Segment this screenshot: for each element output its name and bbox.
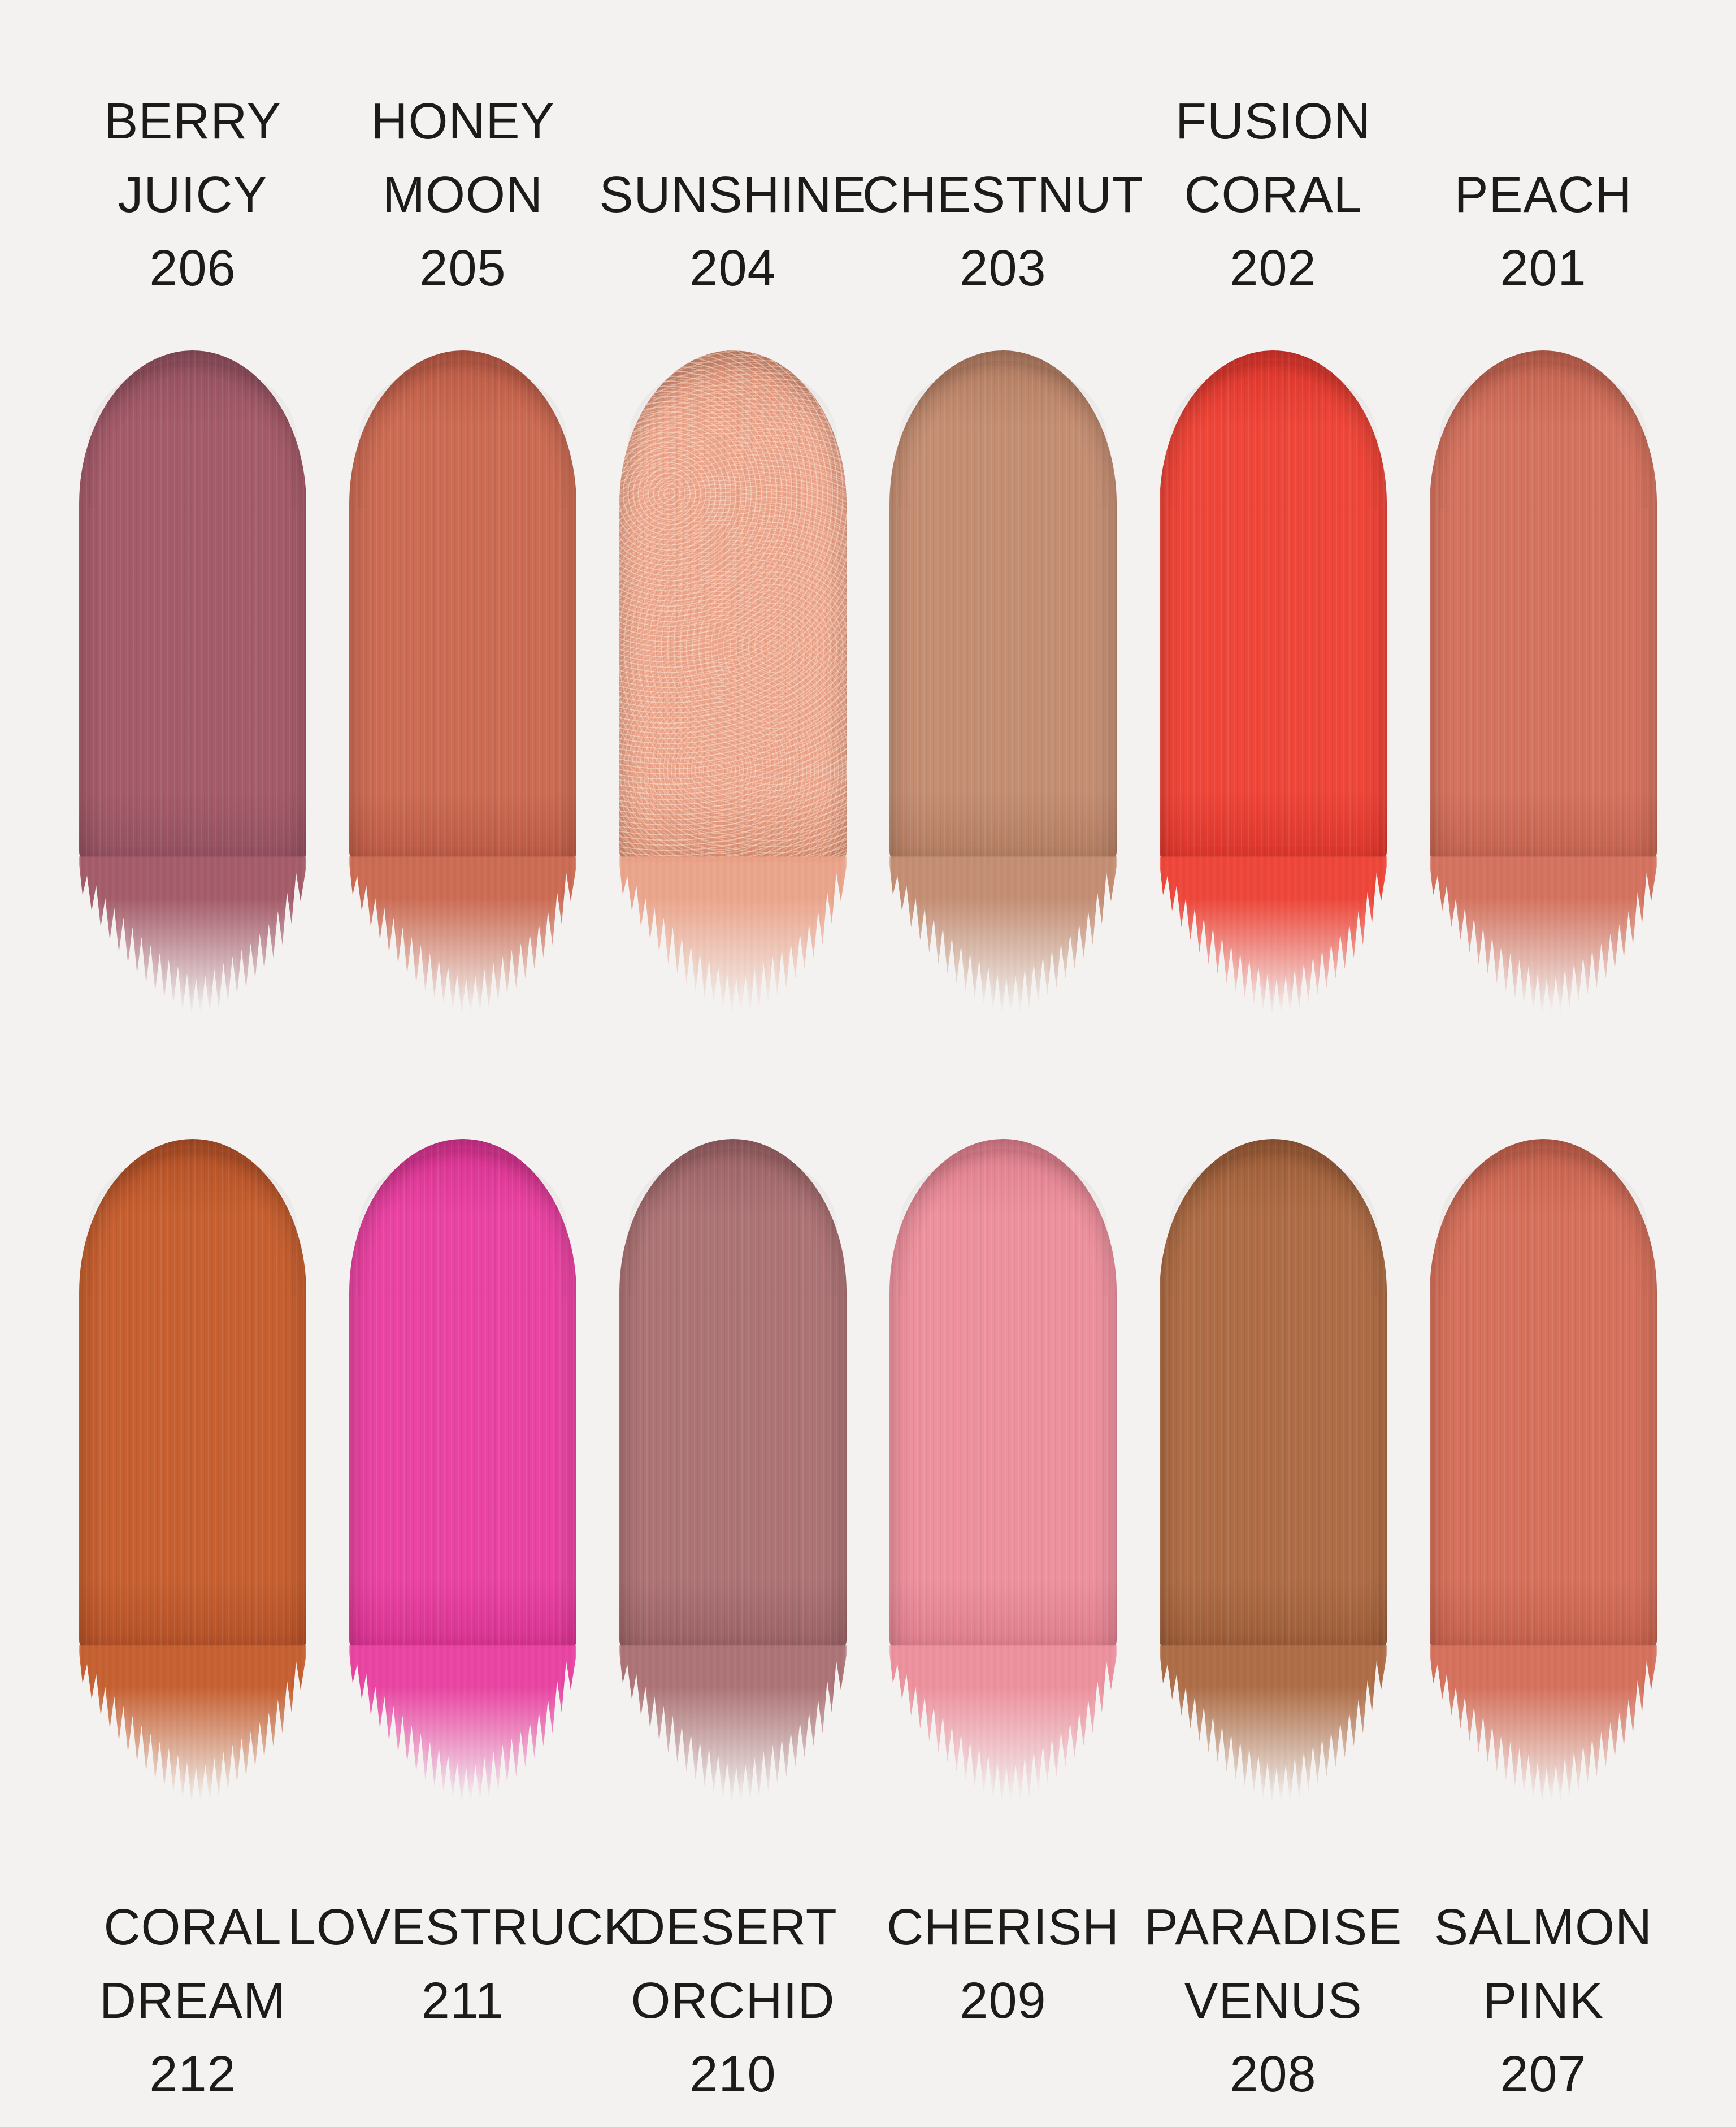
swatch-peach-201: [1430, 350, 1657, 1017]
label-sunshine-204: SUNSHINE 204: [599, 158, 866, 305]
label-coral-dream-212: CORAL DREAM 212: [79, 1891, 306, 2111]
shade-name-line: DREAM: [99, 1973, 287, 2029]
label-paradise-venus-208: PARADISE VENUS 208: [1144, 1891, 1401, 2111]
shade-number: 203: [960, 240, 1047, 297]
label-peach-201: PEACH 201: [1430, 158, 1657, 305]
shade-name-line: PEACH: [1454, 167, 1633, 223]
shade-number: 207: [1500, 2046, 1587, 2103]
swatch-feather: [889, 856, 1117, 1017]
shade-name-line: HONEY: [371, 93, 555, 150]
shade-name-line: MOON: [383, 167, 543, 223]
swatch-body: [889, 1139, 1117, 1651]
swatch-body: [619, 350, 847, 862]
swatch-feather: [1430, 1645, 1657, 1806]
label-lovestruck-211: LOVESTRUCK 211: [288, 1891, 637, 2038]
label-honey-moon-205: HONEY MOON 205: [349, 85, 576, 305]
shade-name-line: PARADISE: [1144, 1899, 1403, 1956]
swatches-row-top: [0, 350, 1736, 1017]
shade-name-line: PINK: [1482, 1973, 1604, 2029]
swatch-berry-juicy-206: [79, 350, 306, 1017]
shade-number: 212: [149, 2046, 236, 2103]
swatch-salmon-pink-207: [1430, 1139, 1657, 1806]
swatch-body: [1160, 1139, 1387, 1651]
label-chestnut-203: CHESTNUT 203: [862, 158, 1143, 305]
labels-row-bottom: CORAL DREAM 212 LOVESTRUCK 211 DESERT ORCHID 21…: [0, 1891, 1736, 2111]
swatch-body: [619, 1139, 847, 1651]
shade-number: 208: [1230, 2046, 1317, 2103]
shade-name-line: CHERISH: [886, 1899, 1120, 1956]
shade-name-line: JUICY: [118, 167, 268, 223]
swatch-body: [1430, 350, 1657, 862]
label-fusion-coral-202: FUSION CORAL 202: [1160, 85, 1387, 305]
label-salmon-pink-207: SALMON PINK 207: [1430, 1891, 1657, 2111]
label-berry-juicy-206: BERRY JUICY 206: [79, 85, 306, 305]
shade-name-line: SALMON: [1434, 1899, 1653, 1956]
swatch-lovestruck-211: [349, 1139, 576, 1806]
shade-number: 204: [689, 240, 776, 297]
swatch-feather: [349, 856, 576, 1017]
swatch-feather: [619, 1645, 847, 1806]
swatch-honey-moon-205: [349, 350, 576, 1017]
shade-number: 209: [960, 1973, 1047, 2029]
swatch-body: [349, 350, 576, 862]
swatch-chestnut-203: [889, 350, 1117, 1017]
shade-name-line: ORCHID: [631, 1973, 835, 2029]
swatch-feather: [619, 856, 847, 1017]
shade-name-line: BERRY: [104, 93, 281, 150]
swatch-feather: [349, 1645, 576, 1806]
swatch-feather: [1160, 1645, 1387, 1806]
swatch-feather: [889, 1645, 1117, 1806]
swatch-coral-dream-212: [79, 1139, 306, 1806]
swatch-feather: [79, 856, 306, 1017]
swatch-body: [79, 350, 306, 862]
shade-name-line: CORAL: [103, 1899, 282, 1956]
shade-name-line: VENUS: [1184, 1973, 1362, 2029]
swatch-feather: [1160, 856, 1387, 1017]
shade-number: 211: [421, 1973, 505, 2029]
shade-name-line: FUSION: [1175, 93, 1371, 150]
shade-number: 205: [419, 240, 506, 297]
swatch-body: [1160, 350, 1387, 862]
swatch-paradise-venus-208: [1160, 1139, 1387, 1806]
swatch-body: [1430, 1139, 1657, 1651]
swatch-fusion-coral-202: [1160, 350, 1387, 1017]
swatch-body: [889, 350, 1117, 862]
shade-number: 201: [1500, 240, 1587, 297]
shade-name-line: LOVESTRUCK: [287, 1899, 639, 1956]
swatch-sunshine-204: [619, 350, 847, 1017]
swatch-cherish-209: [889, 1139, 1117, 1806]
shade-name-line: CHESTNUT: [862, 167, 1144, 223]
swatch-feather: [79, 1645, 306, 1806]
swatch-body: [349, 1139, 576, 1651]
shade-number: 202: [1230, 240, 1317, 297]
shade-name-line: SUNSHINE: [599, 167, 867, 223]
shade-name-line: DESERT: [628, 1899, 837, 1956]
shade-number: 210: [689, 2046, 776, 2103]
shade-number: 206: [149, 240, 236, 297]
swatch-desert-orchid-210: [619, 1139, 847, 1806]
swatches-row-bottom: [0, 1139, 1736, 1806]
labels-row-top: BERRY JUICY 206 HONEY MOON 205 SUNSHINE 204 CHES…: [0, 85, 1736, 305]
label-desert-orchid-210: DESERT ORCHID 210: [619, 1891, 847, 2111]
swatch-feather: [1430, 856, 1657, 1017]
shade-name-line: CORAL: [1184, 167, 1362, 223]
swatch-body: [79, 1139, 306, 1651]
label-cherish-209: CHERISH 209: [886, 1891, 1120, 2038]
